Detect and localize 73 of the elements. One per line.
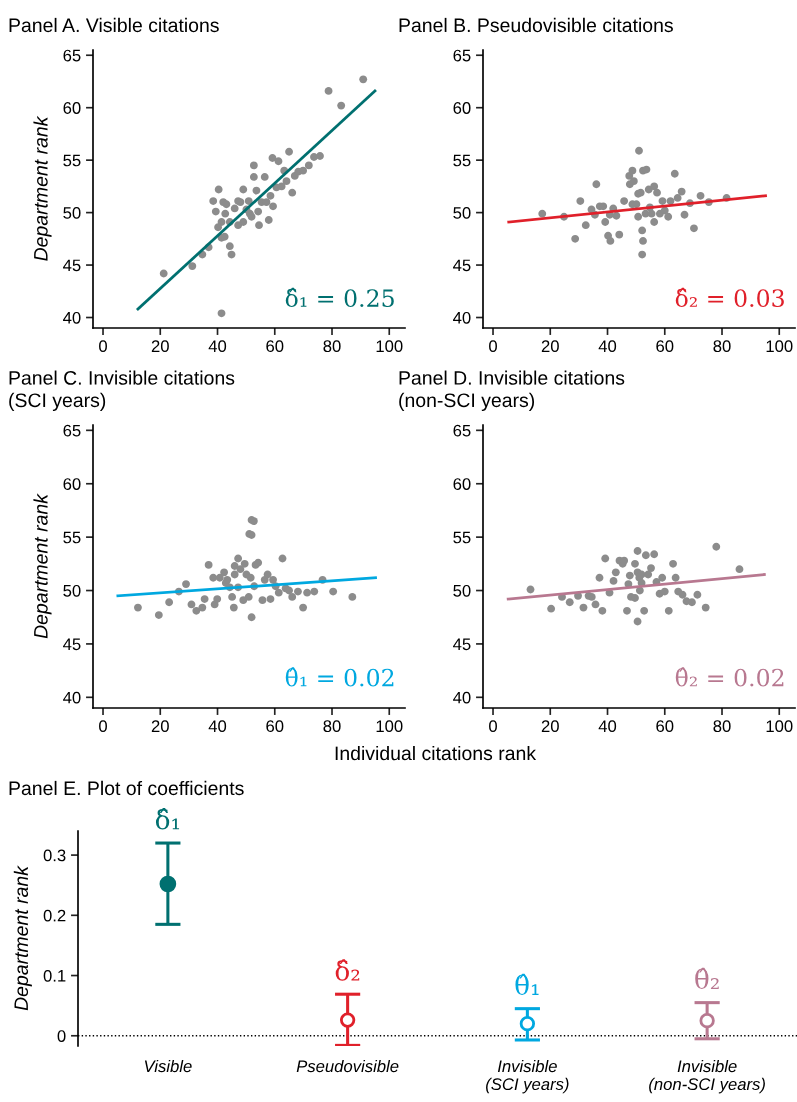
y-axis-title: Department rank	[33, 115, 52, 261]
annotation: θ̂₁	[515, 973, 539, 996]
x-tick-label: 60	[266, 340, 284, 353]
annotation: θ̂₁ = 0.02	[285, 667, 394, 687]
y-tick-label: 60	[63, 102, 81, 114]
chart-title: Panel B. Pseudovisible citations	[399, 17, 673, 33]
y-tick-label: 0.1	[43, 969, 66, 982]
x-tick-label: 100	[766, 720, 793, 733]
annotation: δ̂₁	[155, 808, 180, 830]
x-tick-label: 0	[489, 340, 497, 353]
annotation: δ̂₂ = 0.03	[675, 287, 784, 308]
y-tick-label: 65	[453, 424, 471, 437]
x-tick-label: 60	[656, 340, 674, 353]
chart-title: Panel A. Visible citations	[9, 17, 219, 33]
x-tick-label: Invisible (SCI years)	[486, 1059, 569, 1094]
y-tick-label: 50	[63, 584, 81, 597]
y-tick-label: 55	[453, 154, 471, 167]
y-tick-label: 45	[453, 259, 471, 272]
x-tick-label: 60	[266, 720, 284, 733]
y-tick-label: 65	[63, 49, 81, 62]
x-tick-label: 100	[376, 340, 403, 353]
x-tick-label: 80	[713, 340, 731, 353]
y-tick-label: 45	[63, 259, 81, 272]
y-tick-label: 45	[63, 638, 81, 651]
x-tick-label: Visible	[144, 1059, 192, 1073]
x-tick-label: 20	[541, 340, 559, 353]
x-tick-label: 40	[208, 340, 227, 353]
y-tick-label: 65	[453, 49, 471, 62]
y-tick-label: 0	[57, 1030, 66, 1042]
annotation: δ̂₂	[335, 959, 360, 981]
x-tick-label: 0	[489, 720, 497, 733]
y-tick-label: 50	[453, 207, 471, 219]
x-tick-label: 100	[376, 720, 403, 733]
x-tick-label: 80	[323, 340, 341, 353]
y-tick-label: 50	[63, 207, 81, 219]
y-tick-label: 65	[63, 424, 81, 437]
x-axis-title: Individual citations rank	[335, 745, 537, 761]
y-tick-label: 40	[63, 691, 81, 704]
y-tick-label: 0.2	[43, 909, 66, 922]
y-axis-title: Department rank	[13, 865, 32, 1011]
y-tick-label: 55	[63, 154, 81, 167]
x-tick-label: 20	[541, 720, 559, 733]
chart-title: Panel D. Invisible citations (non-SCI years)	[399, 370, 625, 411]
x-tick-label: 40	[598, 720, 617, 733]
x-tick-label: Invisible (non-SCI years)	[649, 1059, 765, 1094]
y-tick-label: 60	[453, 102, 471, 114]
chart-title: Panel E. Plot of coefficients	[9, 780, 244, 796]
x-tick-label: 40	[208, 720, 227, 733]
y-tick-label: 40	[63, 311, 81, 324]
x-tick-label: 20	[151, 340, 169, 353]
annotation: δ̂₁ = 0.25	[285, 287, 394, 308]
x-tick-label: 20	[151, 720, 169, 733]
y-tick-label: 45	[453, 638, 471, 651]
y-tick-label: 40	[453, 311, 471, 324]
y-tick-label: 60	[453, 478, 471, 490]
annotation: θ̂₂ = 0.02	[675, 667, 784, 687]
y-axis-title: Department rank	[33, 493, 52, 639]
x-tick-label: 80	[323, 720, 341, 733]
y-tick-label: 0.3	[43, 849, 66, 862]
x-tick-label: 40	[598, 340, 617, 353]
y-tick-label: 60	[63, 478, 81, 490]
x-tick-label: 0	[99, 340, 107, 353]
x-tick-label: 80	[713, 720, 731, 733]
x-tick-label: 100	[766, 340, 793, 353]
y-tick-label: 55	[453, 531, 471, 544]
chart-title: Panel C. Invisible citations (SCI years)	[9, 370, 235, 411]
y-tick-label: 40	[453, 691, 471, 704]
y-tick-label: 50	[453, 584, 471, 597]
annotation: θ̂₂	[695, 967, 719, 990]
x-tick-label: 60	[656, 720, 674, 733]
y-tick-label: 55	[63, 531, 81, 544]
x-tick-label: Pseudovisible	[296, 1059, 399, 1073]
x-tick-label: 0	[99, 720, 107, 733]
